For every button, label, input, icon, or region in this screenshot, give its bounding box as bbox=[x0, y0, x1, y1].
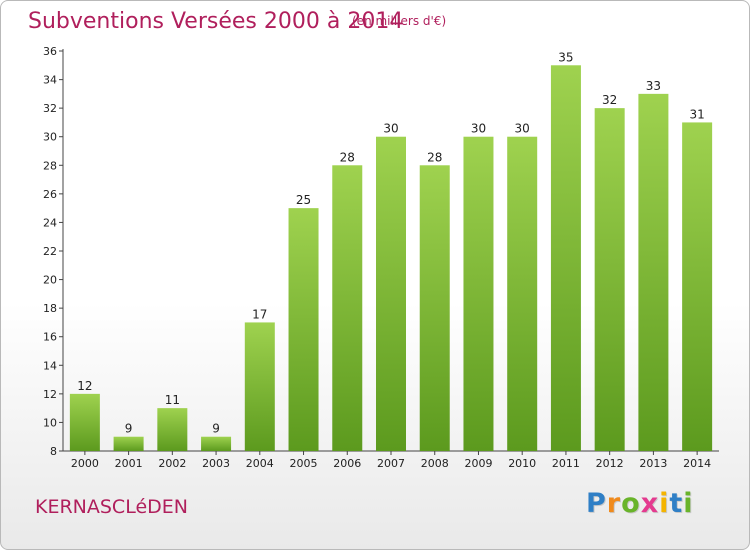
logo-letter: o bbox=[621, 488, 641, 519]
bar bbox=[69, 393, 100, 451]
bar bbox=[638, 93, 669, 451]
x-tick-label: 2005 bbox=[290, 457, 318, 470]
x-tick-label: 2008 bbox=[421, 457, 449, 470]
y-tick-label: 28 bbox=[43, 159, 57, 172]
x-tick-label: 2010 bbox=[508, 457, 536, 470]
bar bbox=[682, 122, 713, 451]
bar bbox=[376, 136, 406, 451]
value-label: 9 bbox=[212, 422, 220, 436]
x-tick-label: 2002 bbox=[158, 457, 186, 470]
y-tick-label: 24 bbox=[43, 216, 57, 229]
y-tick-label: 26 bbox=[43, 188, 57, 201]
bars bbox=[69, 65, 713, 452]
logo-letter: i bbox=[683, 488, 694, 519]
y-tick-label: 22 bbox=[43, 245, 57, 258]
x-tick-label: 2011 bbox=[552, 457, 580, 470]
bar bbox=[550, 65, 581, 452]
value-label: 17 bbox=[252, 307, 267, 321]
x-tick-label: 2004 bbox=[246, 457, 274, 470]
y-tick-label: 16 bbox=[43, 331, 57, 344]
commune-name: KERNASCLéDEN bbox=[35, 496, 188, 518]
y-tick-label: 32 bbox=[43, 102, 57, 115]
x-tick-label: 2014 bbox=[683, 457, 711, 470]
bar bbox=[507, 136, 538, 451]
y-tick-label: 20 bbox=[43, 274, 57, 287]
value-label: 9 bbox=[125, 422, 133, 436]
value-label: 30 bbox=[383, 122, 398, 136]
logo-letter: x bbox=[640, 488, 660, 519]
bar bbox=[594, 108, 625, 452]
x-tick-label: 2003 bbox=[202, 457, 230, 470]
bar bbox=[463, 136, 494, 451]
y-tick-label: 18 bbox=[43, 302, 57, 315]
axes: 8 10 12 14 16 18 20 22 24 26 28 30 32 34 36 2000 2001 200… bbox=[43, 45, 719, 470]
chart-title: Subventions Versées 2000 à 2014 bbox=[28, 9, 404, 34]
x-tick-label: 2013 bbox=[639, 457, 667, 470]
y-tick-label: 30 bbox=[43, 131, 57, 144]
x-tick-label: 2000 bbox=[71, 457, 99, 470]
x-tick-label: 2012 bbox=[596, 457, 624, 470]
value-label: 30 bbox=[471, 122, 486, 136]
value-label: 12 bbox=[77, 379, 92, 393]
x-tick-label: 2009 bbox=[464, 457, 492, 470]
bar bbox=[244, 322, 275, 451]
logo-letter: t bbox=[669, 488, 684, 519]
value-label: 32 bbox=[602, 93, 617, 107]
y-tick-label: 10 bbox=[43, 416, 57, 429]
x-tick-label: 2001 bbox=[115, 457, 143, 470]
unit-note: (en milliers d'€) bbox=[352, 14, 447, 28]
y-tick-label: 36 bbox=[43, 45, 57, 58]
value-label: 30 bbox=[515, 122, 530, 136]
y-tick-label: 12 bbox=[43, 388, 57, 401]
bar bbox=[288, 208, 319, 451]
bar bbox=[113, 436, 144, 451]
value-label: 25 bbox=[296, 193, 311, 207]
bar bbox=[201, 436, 232, 451]
bar bbox=[157, 408, 188, 451]
value-label: 28 bbox=[427, 150, 442, 164]
x-tick-label: 2006 bbox=[333, 457, 361, 470]
value-label: 28 bbox=[340, 150, 355, 164]
bar bbox=[332, 165, 363, 452]
logo-letter: i bbox=[659, 488, 670, 519]
bar bbox=[419, 165, 450, 452]
y-tick-label: 14 bbox=[43, 359, 57, 372]
x-tick-label: 2007 bbox=[377, 457, 405, 470]
value-labels: 12 9 11 9 17 25 28 30 28 30 30 35 32 33 31 bbox=[77, 50, 705, 435]
proxiti-logo: Proxiti bbox=[586, 488, 694, 519]
value-label: 35 bbox=[558, 50, 573, 64]
logo-letter: r bbox=[606, 488, 622, 519]
value-label: 33 bbox=[646, 79, 661, 93]
logo-letter: P bbox=[586, 488, 607, 519]
y-tick-label: 34 bbox=[43, 74, 57, 87]
y-tick-label: 8 bbox=[50, 445, 57, 458]
value-label: 11 bbox=[165, 393, 180, 407]
value-label: 31 bbox=[689, 107, 704, 121]
